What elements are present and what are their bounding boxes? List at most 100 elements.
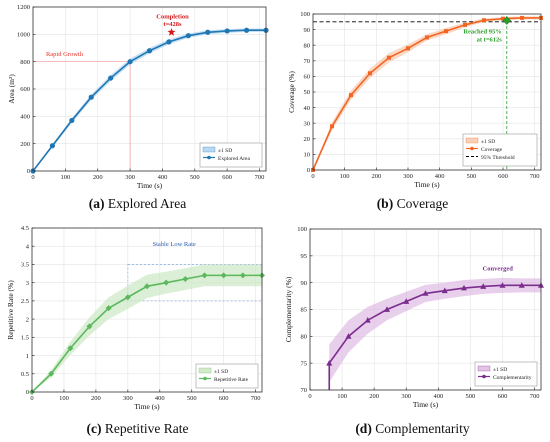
data-point	[88, 94, 94, 100]
data-point	[220, 272, 227, 279]
x-tick-label: 100	[59, 395, 69, 402]
caption-a: (a) Explored Area	[0, 196, 275, 212]
x-tick-label: 600	[222, 174, 232, 181]
caption-d: (d) Complementarity	[275, 421, 550, 437]
legend: ±1 SD Explored Area	[199, 142, 263, 168]
annotation-completion-time: t=428s	[163, 21, 182, 28]
legend: ±1 SD Repetitive Rate	[195, 363, 259, 389]
data-point	[166, 39, 172, 45]
caption-a-text: Explored Area	[107, 196, 187, 211]
y-tick-label: 95	[301, 253, 308, 260]
x-tick-label: 200	[369, 393, 379, 400]
y-tick-label: 60	[304, 74, 311, 81]
y-tick-label: 20	[304, 136, 311, 143]
data-point	[425, 35, 429, 40]
y-tick-label: 0	[26, 389, 29, 396]
legend-entry: ±1 SD	[481, 139, 495, 145]
data-point	[69, 117, 75, 124]
annotation-reached-time: at t=612s	[477, 37, 503, 44]
x-tick-label: 500	[466, 173, 476, 180]
data-point	[461, 284, 467, 291]
data-point	[146, 48, 153, 54]
x-axis-label: Time (s)	[413, 400, 439, 409]
x-tick-label: 300	[403, 173, 413, 180]
y-tick-label: 85	[301, 307, 308, 314]
legend-sd-swatch	[202, 146, 216, 153]
legend-entry: Complementarity	[493, 375, 532, 381]
y-tick-label: 0.5	[21, 371, 29, 378]
y-axis-label: Coverage (%)	[287, 71, 296, 113]
data-point	[349, 93, 353, 98]
x-tick-label: 400	[155, 395, 165, 402]
y-tick-label: 3	[26, 280, 29, 287]
reached-marker	[502, 16, 512, 25]
caption-c: (c) Repetitive Rate	[0, 421, 275, 437]
y-axis-label: Complementarity (%)	[284, 276, 293, 342]
y-tick-label: 80	[304, 42, 311, 49]
x-tick-label: 300	[123, 395, 133, 402]
legend-marker-swatch	[470, 146, 474, 151]
data-point	[243, 27, 250, 33]
x-axis-label: Time (s)	[134, 402, 160, 411]
y-tick-label: 80	[301, 334, 308, 341]
data-point	[185, 33, 191, 39]
sd-band	[32, 264, 262, 392]
y-tick-label: 0	[307, 167, 310, 174]
data-point	[105, 305, 112, 312]
annotation-completion: Completion	[156, 13, 189, 20]
caption-a-label: (a)	[88, 196, 105, 211]
data-point	[463, 22, 467, 27]
x-tick-label: 300	[401, 393, 411, 400]
data-point	[108, 75, 114, 81]
y-tick-label: 75	[301, 360, 308, 367]
data-point	[518, 282, 525, 288]
x-tick-label: 0	[311, 173, 314, 180]
y-tick-label: 1	[26, 353, 29, 360]
y-tick-label: 4	[26, 243, 30, 250]
x-tick-label: 700	[530, 393, 540, 400]
annotation-converged: Converged	[483, 265, 514, 272]
caption-d-label: (d)	[355, 421, 372, 436]
y-tick-label: 2.5	[21, 298, 29, 305]
x-tick-label: 400	[433, 393, 443, 400]
caption-c-text: Repetitive Rate	[104, 421, 189, 436]
y-tick-label: 600	[20, 86, 30, 93]
y-tick-label: 1000	[17, 32, 30, 39]
legend: ±1 SD Complementarity	[474, 361, 538, 387]
x-tick-label: 500	[190, 174, 200, 181]
y-tick-label: 2	[26, 316, 29, 323]
x-tick-label: 0	[30, 395, 33, 402]
y-tick-label: 400	[20, 114, 30, 121]
panel-c: Stable Low Rate 0 100 200 300 400 500 600 700 0 0.…	[6, 225, 265, 411]
x-tick-label: 400	[158, 174, 168, 181]
caption-d-text: Complementarity	[375, 421, 470, 436]
legend-sd-swatch	[198, 367, 212, 374]
y-tick-label: 40	[304, 105, 311, 112]
y-axis-label: Area (m²)	[7, 74, 16, 104]
y-tick-label: 1200	[17, 4, 30, 11]
data-point	[368, 71, 372, 76]
data-point	[444, 29, 448, 34]
y-tick-label: 0	[27, 168, 30, 175]
data-point	[499, 282, 506, 288]
x-tick-label: 600	[219, 395, 229, 402]
data-point	[163, 279, 170, 286]
legend-entry: ±1 SD	[493, 367, 507, 373]
y-tick-label: 70	[304, 58, 311, 65]
x-tick-label: 100	[60, 174, 70, 181]
data-point	[364, 317, 371, 323]
y-tick-label: 90	[301, 280, 308, 287]
data-point	[330, 124, 334, 129]
x-axis-label: Time (s)	[137, 181, 163, 190]
data-point	[86, 323, 93, 330]
y-tick-label: 100	[300, 11, 310, 18]
data-point	[144, 283, 150, 290]
data-point	[48, 370, 55, 377]
x-tick-label: 200	[371, 173, 381, 180]
legend-marker-swatch	[482, 374, 486, 379]
legend-entry: ±1 SD	[218, 148, 232, 154]
legend-sd-swatch	[477, 365, 491, 372]
